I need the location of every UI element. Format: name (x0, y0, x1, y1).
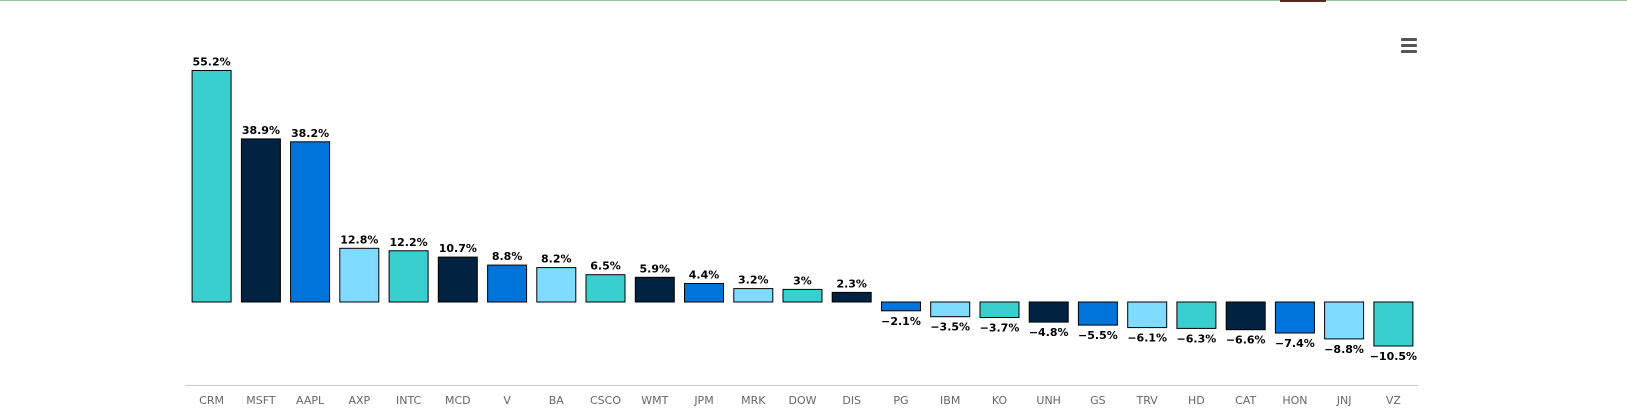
data-label-aapl: 38.2% (291, 127, 329, 140)
bar-mcd[interactable] (437, 256, 478, 303)
bar-intc[interactable] (388, 250, 429, 303)
bar-trv[interactable] (1127, 301, 1168, 329)
bar-hd[interactable] (1176, 301, 1217, 329)
data-label-ko: −3.7% (980, 322, 1020, 335)
data-label-msft: 38.9% (242, 124, 280, 137)
data-label-v: 8.8% (492, 250, 523, 263)
data-label-dow: 3% (793, 274, 812, 287)
data-label-pg: −2.1% (881, 315, 921, 328)
data-label-mcd: 10.7% (439, 242, 477, 255)
data-label-mrk: 3.2% (738, 274, 769, 287)
x-tick-label-vz: VZ (1386, 394, 1402, 407)
x-tick-label-csco: CSCO (590, 394, 621, 407)
data-label-dis: 2.3% (836, 277, 867, 290)
data-label-axp: 12.8% (340, 233, 378, 246)
bar-unh[interactable] (1028, 301, 1069, 323)
top-border-line (0, 0, 1627, 1)
data-label-ba: 8.2% (541, 253, 572, 266)
x-tick-label-msft: MSFT (246, 394, 276, 407)
bar-cat[interactable] (1225, 301, 1266, 331)
bar-dis[interactable] (831, 291, 872, 303)
x-tick-label-ba: BA (549, 394, 565, 407)
x-tick-label-jpm: JPM (693, 394, 713, 407)
x-tick-label-mcd: MCD (445, 394, 471, 407)
data-label-cat: −6.6% (1226, 334, 1266, 347)
top-accent-mark (1280, 0, 1326, 2)
x-tick-label-hd: HD (1188, 394, 1205, 407)
hamburger-menu-icon-line (1401, 44, 1417, 47)
bar-crm[interactable] (191, 70, 232, 303)
bar-ko[interactable] (979, 301, 1020, 318)
bar-v[interactable] (487, 264, 528, 303)
bar-csco[interactable] (585, 274, 626, 303)
chart-context-menu-button[interactable] (1396, 34, 1424, 58)
x-tick-label-unh: UNH (1036, 394, 1061, 407)
bar-aapl[interactable] (290, 141, 331, 303)
hamburger-menu-icon-line (1401, 50, 1417, 53)
bar-ibm[interactable] (930, 301, 971, 318)
x-tick-label-gs: GS (1090, 394, 1106, 407)
x-tick-label-ibm: IBM (940, 394, 960, 407)
bar-msft[interactable] (240, 138, 281, 303)
data-label-unh: −4.8% (1029, 326, 1069, 339)
x-tick-label-hon: HON (1282, 394, 1307, 407)
data-label-hd: −6.3% (1177, 332, 1217, 345)
x-tick-label-crm: CRM (199, 394, 224, 407)
bar-gs[interactable] (1077, 301, 1118, 326)
data-labels-layer: 55.2% 38.9% 38.2% 12.8% 12.2% 10.7% 8.8% 8.2% 6.… (193, 56, 1418, 364)
data-label-jnj: −8.8% (1324, 343, 1364, 356)
bar-vz[interactable] (1373, 301, 1414, 347)
hamburger-menu-icon (1401, 38, 1417, 41)
data-label-vz: −10.5% (1370, 350, 1417, 363)
data-label-intc: 12.2% (390, 236, 428, 249)
x-tick-label-ko: KO (992, 394, 1008, 407)
data-label-jpm: 4.4% (689, 269, 720, 282)
bar-wmt[interactable] (634, 276, 675, 303)
data-label-gs: −5.5% (1078, 329, 1118, 342)
data-label-csco: 6.5% (590, 260, 621, 273)
x-tick-label-mrk: MRK (741, 394, 766, 407)
x-tick-label-pg: PG (893, 394, 908, 407)
bar-jnj[interactable] (1324, 301, 1365, 340)
x-tick-label-cat: CAT (1235, 394, 1256, 407)
bar-ba[interactable] (536, 267, 577, 303)
bar-jpm[interactable] (684, 283, 724, 303)
x-tick-label-intc: INTC (396, 394, 422, 407)
data-label-trv: −6.1% (1127, 332, 1167, 345)
data-label-crm: 55.2% (193, 56, 231, 69)
bar-axp[interactable] (339, 247, 380, 303)
data-label-hon: −7.4% (1275, 337, 1315, 350)
bar-pg[interactable] (881, 301, 921, 312)
x-tick-label-dow: DOW (788, 394, 816, 407)
bar-dow[interactable] (782, 288, 823, 303)
bars-layer (191, 70, 1414, 347)
x-tick-label-v: V (503, 394, 511, 407)
x-tick-label-dis: DIS (842, 394, 861, 407)
data-label-wmt: 5.9% (640, 262, 671, 275)
x-tick-label-trv: TRV (1136, 394, 1159, 407)
data-label-ibm: −3.5% (930, 321, 970, 334)
bar-mrk[interactable] (733, 288, 774, 303)
x-tick-label-axp: AXP (348, 394, 370, 407)
x-tick-label-jnj: JNJ (1336, 394, 1352, 407)
bar-hon[interactable] (1274, 301, 1315, 334)
x-tick-label-aapl: AAPL (296, 394, 325, 407)
x-tick-label-wmt: WMT (641, 394, 668, 407)
x-tick-labels-layer: CRM MSFT AAPL AXP INTC MCD V BA CSCO WMT JPM MRK DOW… (199, 394, 1401, 407)
